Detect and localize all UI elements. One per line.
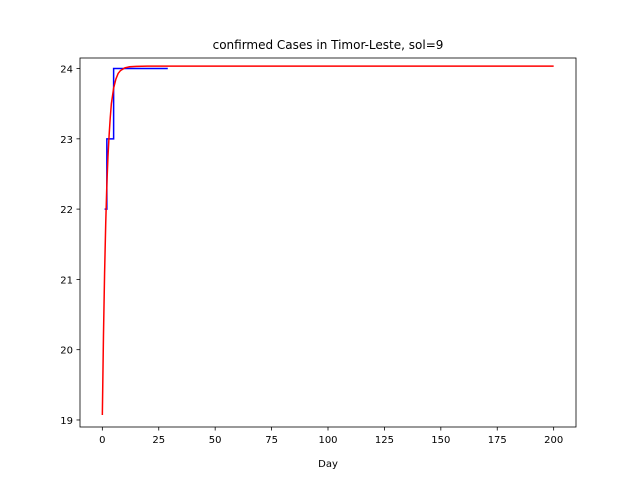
y-tick-label-24: 24 [60,65,73,76]
plot-area: 0 25 50 75 100 125 150 175 200 19 20 21 22 23 24 [60,57,577,446]
x-tick-label-75: 75 [265,435,278,446]
x-tick-label-200: 200 [544,435,563,446]
x-tick-label-175: 175 [488,435,507,446]
y-tick-label-19: 19 [60,416,73,427]
y-tick-label-23: 23 [60,135,73,146]
x-tick-label-50: 50 [209,435,222,446]
x-tick-label-25: 25 [152,435,165,446]
y-tick-label-21: 21 [60,275,73,286]
y-tick-label-20: 20 [60,346,73,357]
series-line-1 [104,67,168,210]
x-tick-label-125: 125 [375,435,394,446]
x-tick-label-0: 0 [99,435,105,446]
x-tick-label-100: 100 [318,435,337,446]
x-axis-label: Day [318,459,338,470]
series-line-2 [101,65,554,416]
chart-title: confirmed Cases in Timor-Leste, sol=9 [213,38,444,52]
x-tick-label-150: 150 [431,435,450,446]
y-tick-label-22: 22 [60,205,73,216]
